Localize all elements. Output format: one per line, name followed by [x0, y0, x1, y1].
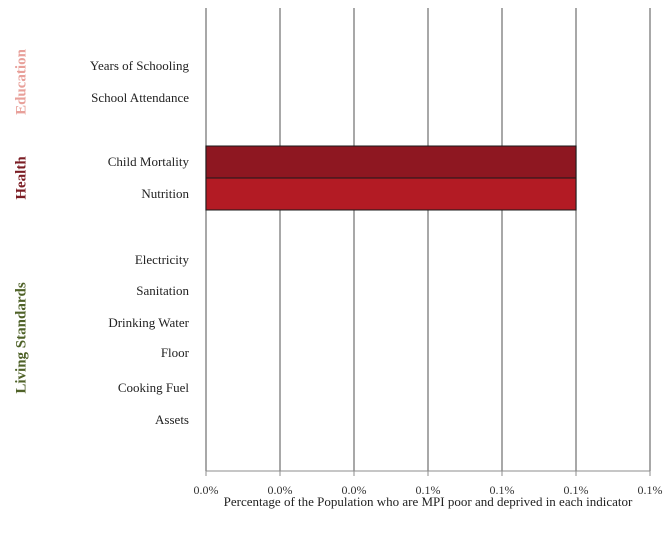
- x-tick-label: 0.0%: [268, 483, 293, 497]
- category-label: School Attendance: [91, 90, 189, 105]
- category-label: Child Mortality: [108, 154, 190, 169]
- x-tick-label: 0.0%: [194, 483, 219, 497]
- x-tick-labels: 0.0% 0.0% 0.0% 0.1% 0.1% 0.1% 0.1%: [194, 483, 663, 497]
- category-label: Floor: [161, 345, 190, 360]
- category-label: Nutrition: [141, 186, 189, 201]
- category-label: Assets: [155, 412, 189, 427]
- x-axis-label: Percentage of the Population who are MPI…: [224, 494, 633, 509]
- bar-child-mortality: [205, 145, 577, 179]
- x-tick-label: 0.1%: [490, 483, 515, 497]
- category-label: Drinking Water: [108, 315, 189, 330]
- x-tick-label: 0.1%: [416, 483, 441, 497]
- category-label: Electricity: [135, 252, 190, 267]
- gridlines: [205, 8, 651, 476]
- group-labels: Education Health Living Standards: [13, 48, 29, 393]
- bars: [205, 145, 577, 211]
- category-label: Sanitation: [136, 283, 189, 298]
- category-label: Cooking Fuel: [118, 380, 190, 395]
- group-label-education: Education: [13, 48, 29, 115]
- group-label-living-standards: Living Standards: [13, 282, 29, 393]
- x-tick-label: 0.1%: [638, 483, 663, 497]
- x-tick-label: 0.0%: [342, 483, 367, 497]
- bar-nutrition: [205, 177, 577, 211]
- category-label: Years of Schooling: [90, 58, 190, 73]
- group-label-health: Health: [13, 156, 29, 200]
- category-labels: Years of Schooling School Attendance Child…: [90, 58, 190, 427]
- x-tick-label: 0.1%: [564, 483, 589, 497]
